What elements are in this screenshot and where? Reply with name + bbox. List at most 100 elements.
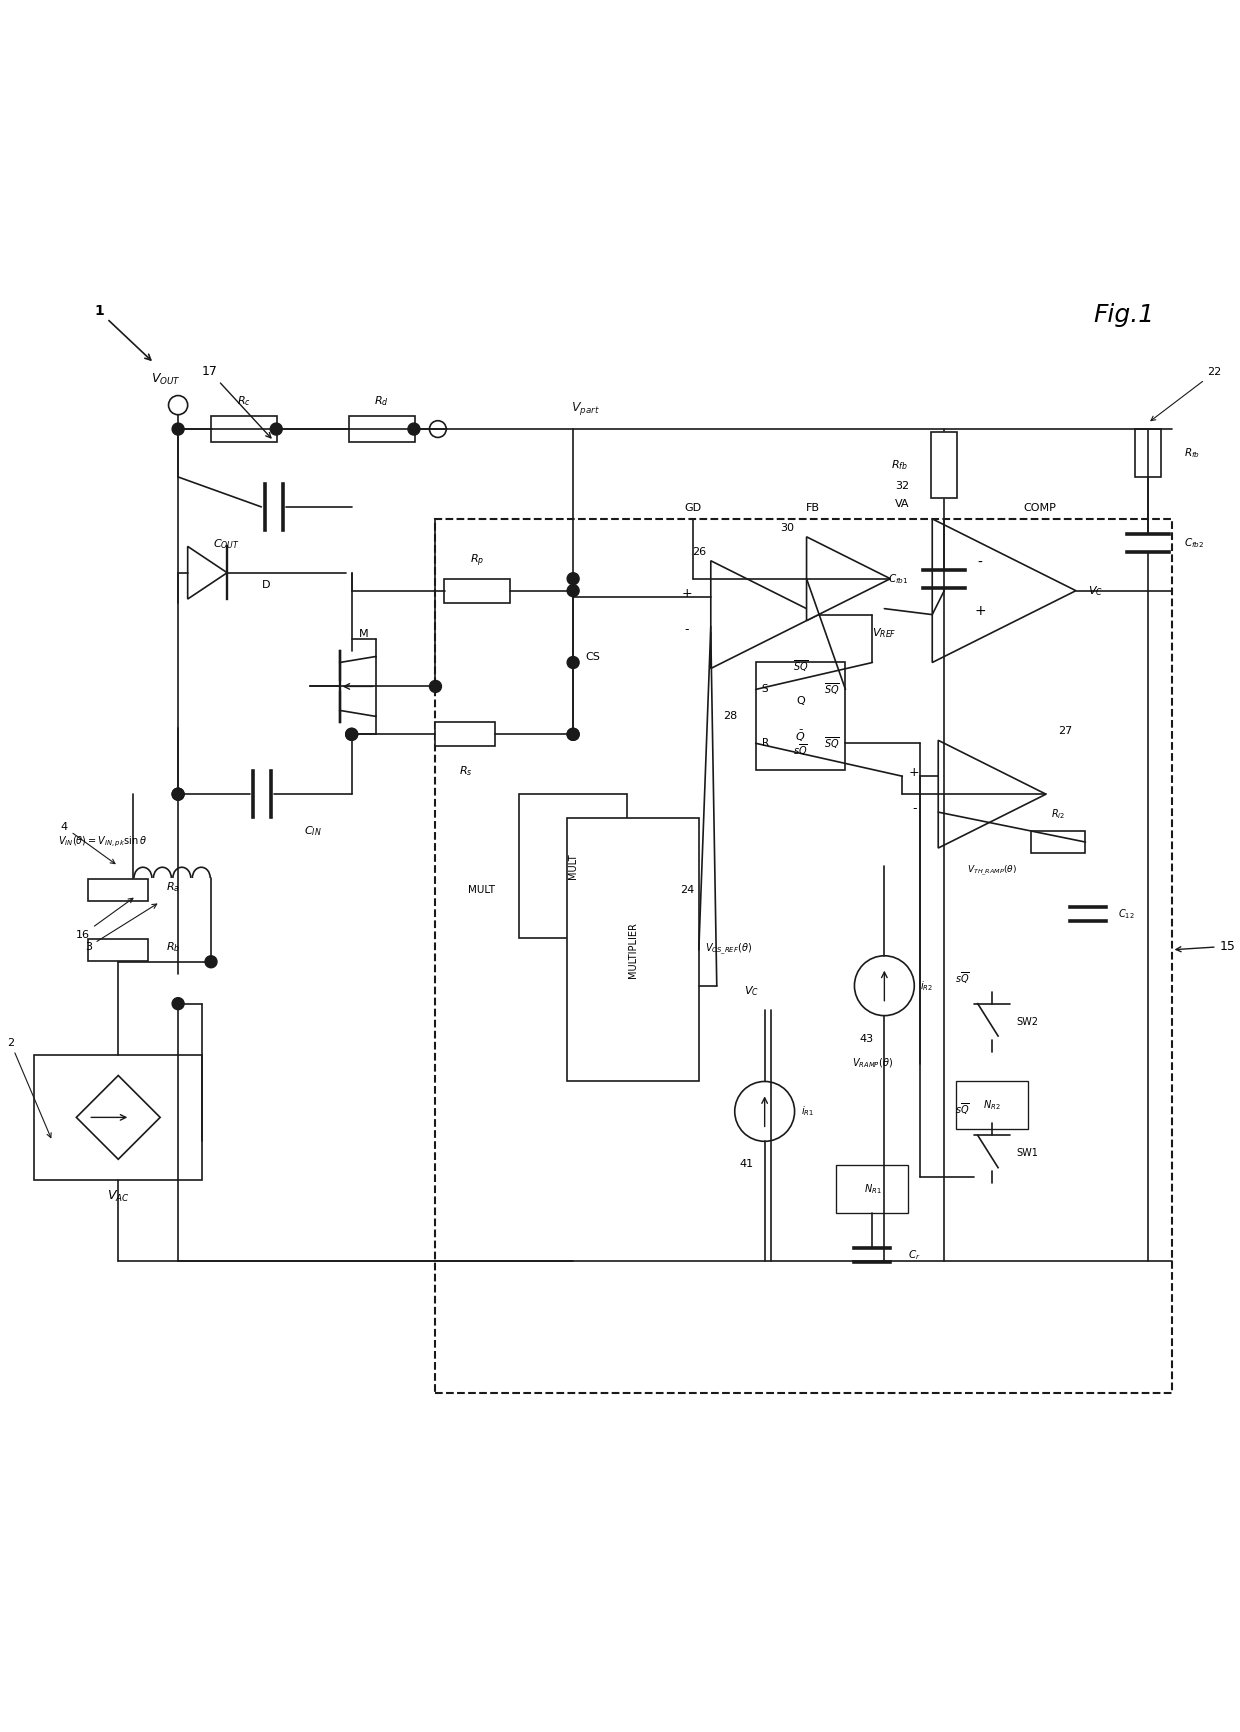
Text: $s\overline{Q}$: $s\overline{Q}$ [955,970,970,986]
Text: S: S [761,684,769,695]
Bar [1135,430,1161,476]
Text: VA: VA [895,499,910,509]
Bar [1030,831,1085,852]
Polygon shape [77,1076,160,1159]
Polygon shape [932,520,1076,663]
Text: $V_{TH\_RAMP}(\theta)$: $V_{TH\_RAMP}(\theta)$ [967,864,1017,878]
Text: MULTIPLIER: MULTIPLIER [627,921,639,979]
Polygon shape [806,537,890,620]
Polygon shape [187,546,227,599]
Text: 17: 17 [202,365,270,438]
Circle shape [408,423,420,435]
Bar [567,818,699,1081]
Text: +: + [909,766,920,779]
Text: MULT: MULT [469,885,495,895]
Circle shape [735,1081,795,1141]
Text: $R_a$: $R_a$ [166,880,180,894]
Text: $s\overline{Q}$: $s\overline{Q}$ [794,743,808,759]
Circle shape [205,956,217,968]
Circle shape [172,788,184,800]
Text: CS: CS [585,653,600,663]
Text: R: R [761,738,769,748]
Text: $V_{REF}$: $V_{REF}$ [872,627,897,641]
Text: $V_{CS\_REF}(\theta)$: $V_{CS\_REF}(\theta)$ [704,942,751,958]
Text: $V_{part}$: $V_{part}$ [570,400,599,417]
Text: $C_{fb2}$: $C_{fb2}$ [1184,535,1204,549]
Circle shape [172,788,184,800]
Text: -: - [684,622,689,636]
Bar [837,1166,909,1212]
Text: $\overline{SQ}$: $\overline{SQ}$ [823,681,839,698]
Text: $R_s$: $R_s$ [459,764,472,778]
Bar [348,416,414,442]
Text: 3: 3 [84,904,156,953]
Text: $i_{R1}$: $i_{R1}$ [801,1105,813,1119]
Text: $N_{R1}$: $N_{R1}$ [863,1183,882,1197]
Text: GD: GD [684,502,702,513]
Circle shape [169,395,187,414]
Text: 1: 1 [94,305,151,360]
Polygon shape [711,561,818,669]
Text: +: + [682,587,692,599]
Circle shape [429,681,441,693]
Text: Q: Q [796,696,805,707]
Circle shape [567,656,579,669]
Bar [444,578,511,603]
Text: MULT: MULT [568,854,578,878]
Bar [520,795,627,937]
Text: $C_r$: $C_r$ [909,1249,921,1263]
Bar [435,520,1172,1393]
Text: 15: 15 [1176,940,1235,953]
Text: $C_{OUT}$: $C_{OUT}$ [212,537,239,551]
Circle shape [270,423,283,435]
Text: $s\overline{Q}$: $s\overline{Q}$ [955,1102,970,1117]
Text: 43: 43 [859,1034,873,1044]
Circle shape [567,585,579,596]
Bar [931,431,957,497]
Text: 26: 26 [692,547,706,556]
Circle shape [567,729,579,740]
Bar [88,939,148,961]
Text: 24: 24 [680,885,694,895]
Circle shape [854,956,914,1015]
Text: $N_{R2}$: $N_{R2}$ [983,1098,1001,1112]
Text: $i_{R2}$: $i_{R2}$ [920,979,934,992]
Circle shape [172,998,184,1010]
Text: $\overline{SQ}$: $\overline{SQ}$ [792,658,808,674]
Text: 41: 41 [739,1159,754,1169]
Text: SW1: SW1 [1016,1148,1038,1159]
Text: $R_c$: $R_c$ [237,393,250,407]
Text: $V_C$: $V_C$ [1087,584,1102,598]
Text: D: D [262,580,270,589]
Text: 2: 2 [7,1037,51,1138]
Text: $C_{12}$: $C_{12}$ [1117,908,1135,921]
Text: 16: 16 [76,899,133,940]
Text: $R_{fb}$: $R_{fb}$ [892,457,909,471]
Text: $R_b$: $R_b$ [166,940,180,954]
Circle shape [567,573,579,585]
Polygon shape [939,740,1047,849]
Text: 4: 4 [61,823,115,864]
Text: $V_{OUT}$: $V_{OUT}$ [151,372,181,388]
Text: $V_{AC}$: $V_{AC}$ [107,1188,129,1204]
Text: 28: 28 [723,712,738,721]
Bar [211,416,277,442]
Circle shape [346,729,357,740]
Text: 22: 22 [1151,367,1221,421]
Text: FB: FB [806,502,820,513]
Text: $R_{i2}$: $R_{i2}$ [1050,807,1065,821]
Text: $R_{fb}$: $R_{fb}$ [1184,447,1199,461]
Text: -: - [977,556,982,570]
Text: -: - [913,802,916,816]
Text: $C_{IN}$: $C_{IN}$ [304,824,321,838]
Text: $V_{RAMP}(\theta)$: $V_{RAMP}(\theta)$ [852,1057,893,1069]
Bar [435,722,495,746]
Text: $R_p$: $R_p$ [470,553,485,570]
Text: $\bar{Q}$: $\bar{Q}$ [795,729,806,743]
Text: COMP: COMP [1023,502,1056,513]
Circle shape [172,423,184,435]
Text: 27: 27 [1058,726,1073,736]
Bar [755,663,846,771]
Text: M: M [358,629,368,639]
Text: $\overline{SQ}$: $\overline{SQ}$ [823,736,839,752]
